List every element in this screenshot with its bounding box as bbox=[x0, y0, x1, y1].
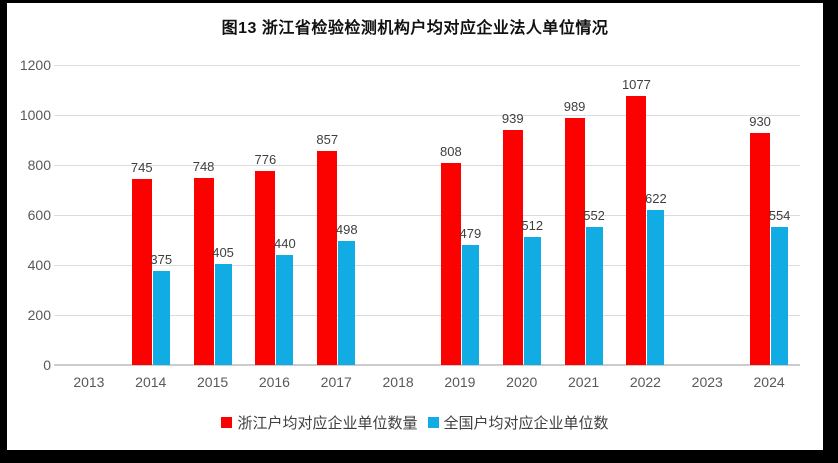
bar-zhejiang-2022 bbox=[626, 95, 647, 365]
x-tick-label-2020: 2020 bbox=[506, 374, 538, 390]
gridline bbox=[54, 165, 800, 166]
data-label-zhejiang-2022: 1077 bbox=[621, 76, 651, 92]
x-tick-label-2015: 2015 bbox=[197, 374, 229, 390]
data-label-zhejiang-2014: 745 bbox=[130, 159, 153, 175]
bar-national-2015 bbox=[214, 263, 232, 365]
data-label-zhejiang-2024: 930 bbox=[749, 113, 771, 129]
data-label-national-2021: 552 bbox=[583, 208, 605, 223]
y-tick-label: 800 bbox=[27, 157, 51, 173]
chart-title: 图13 浙江省检验检测机构户均对应企业法人单位情况 bbox=[221, 20, 609, 37]
bar-national-2014 bbox=[152, 271, 170, 365]
data-label-national-2022: 622 bbox=[645, 190, 667, 206]
data-label-zhejiang-2016: 776 bbox=[254, 152, 277, 167]
data-label-national-2015: 405 bbox=[212, 244, 234, 260]
bar-national-2019 bbox=[461, 245, 479, 365]
gridline bbox=[54, 265, 800, 266]
y-tick-label: 0 bbox=[43, 357, 51, 373]
bar-zhejiang-2021 bbox=[564, 117, 585, 365]
bar-national-2020 bbox=[523, 237, 541, 365]
data-label-national-2024: 554 bbox=[768, 207, 791, 223]
plot-area: 745 375 748 405 776 440 857 498 808 479 939 512 989 5… bbox=[54, 65, 800, 366]
data-label-zhejiang-2020: 939 bbox=[501, 111, 524, 127]
y-tick-label: 600 bbox=[27, 207, 51, 223]
legend-label-zhejiang: 浙江户均对应企业单位数量 bbox=[237, 415, 418, 432]
legend-label-national: 全国户均对应企业单位数 bbox=[443, 415, 609, 432]
bar-national-2024 bbox=[771, 226, 789, 365]
gridline bbox=[54, 215, 800, 216]
legend-swatch-national bbox=[427, 417, 439, 428]
legend-item-zhejiang: 浙江户均对应企业单位数量 bbox=[221, 412, 418, 433]
y-tick-label: 1200 bbox=[19, 57, 51, 73]
gridline bbox=[54, 315, 800, 316]
x-tick-label-2021: 2021 bbox=[568, 374, 600, 390]
x-axis-line bbox=[54, 364, 800, 366]
data-label-national-2019: 479 bbox=[459, 226, 482, 242]
data-label-national-2016: 440 bbox=[274, 236, 296, 251]
bar-zhejiang-2024 bbox=[750, 132, 771, 365]
data-label-zhejiang-2019: 808 bbox=[440, 144, 462, 159]
x-tick-label-2022: 2022 bbox=[629, 374, 661, 390]
bar-national-2022 bbox=[647, 209, 665, 365]
legend-swatch-zhejiang bbox=[221, 417, 233, 428]
x-tick-label-2013: 2013 bbox=[73, 374, 105, 390]
data-label-zhejiang-2017: 857 bbox=[316, 131, 339, 147]
data-label-national-2020: 512 bbox=[521, 218, 544, 233]
data-label-national-2017: 498 bbox=[335, 221, 358, 237]
bar-zhejiang-2015 bbox=[193, 178, 214, 365]
bar-national-2017 bbox=[338, 240, 356, 365]
chart-area: 图13 浙江省检验检测机构户均对应企业法人单位情况 745 375 748 405 77… bbox=[7, 3, 823, 450]
bar-national-2021 bbox=[585, 227, 603, 365]
gridline bbox=[54, 115, 800, 116]
x-tick-label-2018: 2018 bbox=[382, 374, 414, 390]
x-tick-label-2023: 2023 bbox=[691, 374, 723, 390]
bar-zhejiang-2016 bbox=[255, 171, 276, 365]
bar-zhejiang-2019 bbox=[440, 163, 461, 365]
x-tick-label-2016: 2016 bbox=[258, 374, 290, 390]
bar-zhejiang-2014 bbox=[131, 178, 152, 365]
x-tick-label-2017: 2017 bbox=[320, 374, 352, 390]
y-tick-label: 1000 bbox=[19, 107, 51, 123]
x-tick-label-2019: 2019 bbox=[444, 374, 476, 390]
x-tick-label-2024: 2024 bbox=[753, 374, 785, 390]
gridline bbox=[54, 65, 800, 66]
bar-zhejiang-2017 bbox=[317, 150, 338, 365]
bar-national-2016 bbox=[276, 255, 294, 365]
y-tick-label: 400 bbox=[27, 257, 51, 273]
bar-zhejiang-2020 bbox=[502, 130, 523, 365]
legend: 浙江户均对应企业单位数量 全国户均对应企业单位数 bbox=[7, 412, 823, 433]
data-label-national-2014: 375 bbox=[150, 252, 173, 268]
x-tick-label-2014: 2014 bbox=[135, 374, 167, 390]
data-label-zhejiang-2021: 989 bbox=[563, 98, 586, 114]
y-tick-label: 200 bbox=[27, 307, 51, 323]
legend-item-national: 全国户均对应企业单位数 bbox=[427, 412, 609, 433]
data-label-zhejiang-2015: 748 bbox=[192, 159, 215, 174]
